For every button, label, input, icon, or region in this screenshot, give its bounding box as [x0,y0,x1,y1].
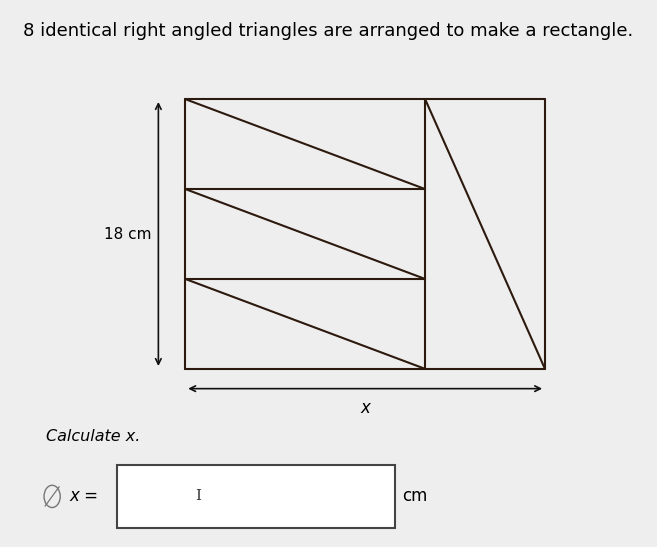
Text: Calculate x.: Calculate x. [46,429,141,444]
FancyBboxPatch shape [118,465,395,528]
Text: 8 identical right angled triangles are arranged to make a rectangle.: 8 identical right angled triangles are a… [24,22,633,40]
Text: x =: x = [70,487,99,505]
Text: 18 cm: 18 cm [104,226,151,242]
Text: I: I [195,490,202,503]
Text: x: x [360,399,370,417]
Text: cm: cm [403,487,428,505]
